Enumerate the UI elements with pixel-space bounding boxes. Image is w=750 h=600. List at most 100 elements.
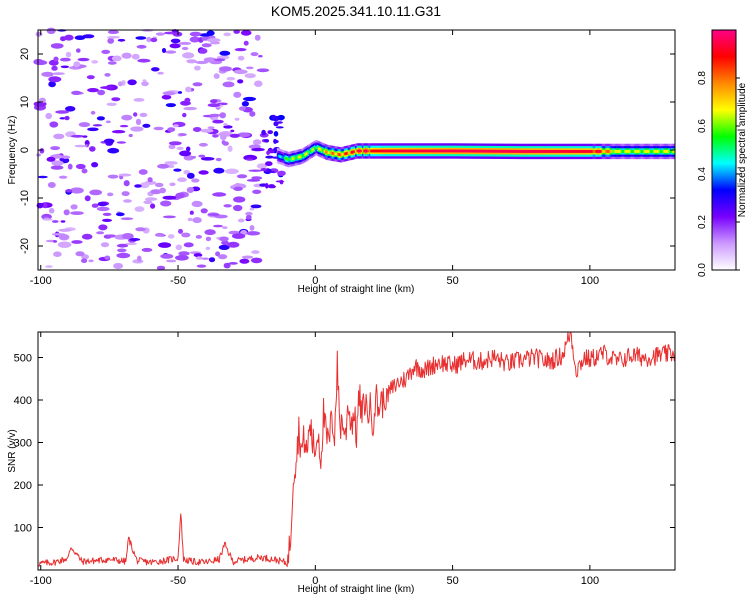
noise-blob — [116, 252, 131, 259]
ridge-cell — [429, 149, 432, 153]
ridge-cell — [522, 150, 525, 153]
snr-y-axis-label: SNR (v/v) — [7, 429, 18, 472]
ridge-cell — [319, 147, 322, 151]
ridge-cell — [672, 150, 675, 153]
noise-blob — [275, 126, 284, 129]
ridge-cell — [412, 149, 415, 153]
ridge-cell — [615, 150, 618, 153]
noise-blob — [260, 168, 268, 171]
ridge-cell — [547, 150, 550, 153]
ridge-cell — [360, 149, 363, 153]
noise-blob — [183, 242, 194, 248]
ridge-cell — [287, 158, 290, 162]
ridge-cell — [533, 150, 536, 153]
noise-blob — [172, 31, 183, 37]
noise-blob — [96, 206, 110, 212]
noise-blob — [96, 231, 105, 235]
noise-blob — [191, 178, 200, 183]
ridge-cell — [388, 149, 390, 153]
ridge-cell — [418, 149, 421, 153]
ridge-cell — [345, 152, 348, 155]
noise-blob — [239, 258, 250, 264]
spectrogram-x-axis-label: Height of straight line (km) — [298, 284, 415, 295]
noise-blob — [46, 27, 56, 34]
noise-blob — [50, 165, 64, 170]
ridge-cell — [510, 149, 513, 153]
noise-blob — [165, 50, 177, 54]
ridge-cell — [421, 149, 423, 153]
noise-blob — [161, 94, 172, 100]
noise-blob — [67, 163, 73, 170]
noise-blob — [113, 262, 123, 270]
noise-blob — [227, 241, 240, 248]
ridge-cell — [444, 149, 447, 153]
noise-blob — [59, 57, 71, 62]
noise-blob — [251, 176, 263, 180]
ridge-cell — [618, 150, 621, 153]
noise-blob — [147, 177, 153, 183]
ridge-cell — [585, 150, 588, 153]
noise-blob — [191, 200, 203, 208]
noise-blob — [206, 38, 221, 43]
noise-blob — [36, 153, 41, 157]
noise-blob — [222, 226, 228, 230]
y-tick-label: 0 — [19, 147, 31, 153]
ridge-cell — [521, 150, 524, 153]
noise-blob — [229, 133, 240, 138]
noise-blob — [141, 81, 149, 87]
ridge-cell — [654, 150, 657, 153]
noise-blob — [121, 191, 130, 197]
noise-blob — [60, 220, 66, 223]
ridge-cell — [378, 149, 381, 153]
noise-blob — [186, 172, 195, 179]
ridge-cell — [419, 149, 422, 153]
noise-blob — [264, 139, 270, 143]
noise-blob — [102, 218, 112, 222]
noise-blob — [277, 114, 285, 121]
noise-blob — [55, 110, 69, 114]
noise-blob — [192, 217, 202, 224]
ridge-cell — [598, 150, 600, 153]
ridge-cell — [390, 149, 393, 153]
ridge-cell — [326, 150, 329, 154]
ridge-cell — [466, 149, 469, 153]
ridge-cell — [636, 150, 639, 153]
ridge-cell — [572, 150, 574, 153]
noise-blob — [81, 233, 93, 240]
ridge-cell — [513, 149, 515, 153]
noise-blob — [117, 81, 123, 87]
ridge-cell — [551, 150, 554, 153]
noise-blob — [206, 30, 215, 36]
colorbar-ticks: 0.0 0.2 0.4 0.6 0.8 — [697, 71, 740, 277]
ridge-cell — [459, 149, 462, 153]
noise-blob — [153, 126, 164, 131]
noise-blob — [139, 182, 150, 189]
noise-blob — [87, 88, 99, 93]
noise-blob — [237, 218, 245, 223]
ridge-cell — [353, 150, 356, 154]
ridge-cell — [427, 149, 430, 153]
noise-blob — [198, 154, 206, 158]
ridge-cell — [499, 149, 502, 153]
colorbar-tick-label: 0.6 — [697, 119, 708, 133]
ridge-cell — [519, 149, 522, 153]
noise-blob — [226, 76, 236, 81]
ridge-cell — [399, 149, 401, 153]
ridge-cell — [442, 149, 445, 153]
noise-blob — [37, 175, 48, 179]
noise-blob — [254, 80, 263, 87]
noise-blob — [46, 156, 56, 162]
noise-blob — [196, 264, 207, 268]
ridge-cell — [577, 150, 580, 153]
ridge-cell — [411, 149, 414, 153]
noise-blob — [51, 160, 64, 166]
noise-blob — [250, 257, 263, 264]
ridge-cell — [548, 150, 551, 153]
ridge-cell — [632, 150, 635, 153]
ridge-cell — [316, 146, 319, 150]
ridge-cell — [448, 149, 451, 153]
noise-blob — [267, 130, 274, 135]
noise-blob — [222, 81, 235, 88]
noise-blob — [75, 163, 86, 170]
ridge-cell — [370, 149, 372, 153]
